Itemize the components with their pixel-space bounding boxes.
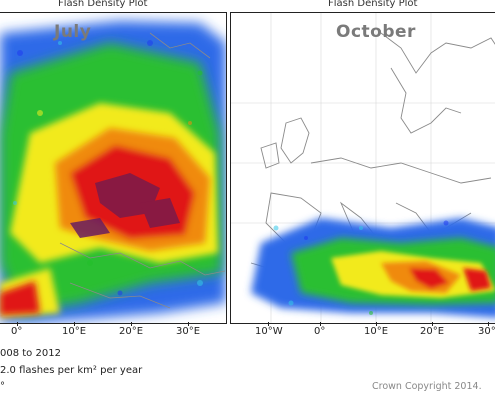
october-lon-tick: 30° — [478, 326, 495, 337]
october-high-density-field — [381, 261, 491, 293]
july-speckle-texture — [13, 40, 203, 296]
october-lon-tick: 0° — [314, 326, 326, 337]
october-month-label: October — [336, 22, 416, 42]
july-lon-tick: 10°E — [62, 326, 87, 337]
july-tick-mark — [131, 322, 132, 326]
october-lon-tick: 20°E — [420, 326, 445, 337]
october-tick-mark — [268, 322, 269, 326]
july-flash-density-map — [0, 13, 226, 323]
october-tick-mark — [488, 322, 489, 326]
july-month-label: July — [54, 22, 92, 42]
footer-degree-fragment: ° — [0, 381, 5, 392]
footer-density-text: 2.0 flashes per km² per year — [0, 365, 143, 376]
october-panel-title: Flash Density Plot — [328, 0, 418, 9]
july-lon-tick: 0° — [11, 326, 23, 337]
july-lon-tick: 20°E — [119, 326, 144, 337]
october-panel: Flash Density Plot — [230, 0, 495, 337]
october-lon-tick: 10°W — [255, 326, 283, 337]
july-tick-mark — [74, 322, 75, 326]
copyright-notice: Crown Copyright 2014. — [372, 381, 482, 392]
july-panel-title: Flash Density Plot — [58, 0, 148, 9]
july-panel: Flash Density Plot — [0, 0, 228, 337]
october-lon-tick: 10°E — [364, 326, 389, 337]
october-map-frame — [230, 12, 495, 324]
october-flash-density-map — [231, 13, 495, 323]
october-speckle-texture — [273, 220, 449, 315]
july-peak-density-streaks — [70, 173, 180, 238]
july-coastlines — [59, 32, 226, 309]
october-tick-mark — [376, 322, 377, 326]
october-tick-mark — [432, 322, 433, 326]
july-tick-mark — [17, 322, 18, 326]
july-map-frame — [0, 12, 227, 324]
october-tick-mark — [320, 322, 321, 326]
footer-period-text: 008 to 2012 — [0, 348, 61, 359]
july-lon-tick: 30°E — [176, 326, 201, 337]
july-tick-mark — [188, 322, 189, 326]
